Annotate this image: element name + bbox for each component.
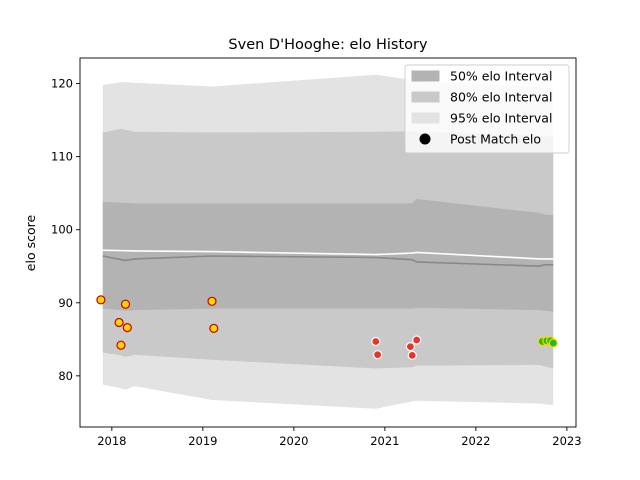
post-match-point	[373, 350, 383, 360]
plot-area	[96, 74, 558, 409]
post-match-point	[407, 350, 417, 360]
legend-swatch	[411, 112, 440, 124]
band-50	[102, 199, 554, 312]
x-tick-label: 2022	[461, 434, 490, 448]
post-match-point	[405, 342, 415, 352]
y-tick-label: 80	[58, 369, 73, 383]
plot-frame	[79, 57, 577, 428]
legend-label: 80% elo Interval	[450, 90, 552, 105]
y-tick-label: 110	[51, 150, 73, 164]
legend-label: Post Match elo	[450, 132, 541, 147]
post-match-point	[207, 296, 217, 306]
axes: 2018 2019 2020 2021 2022 2023 80 90 100 110 120	[51, 57, 582, 448]
post-match-point	[120, 299, 131, 309]
post-match-point	[371, 336, 381, 347]
y-tick-label: 90	[58, 296, 73, 310]
post-match-point	[548, 338, 558, 348]
median-line	[102, 255, 554, 268]
post-match-point	[122, 323, 132, 333]
x-tick-label: 2018	[97, 434, 126, 448]
y-tick-label: 120	[51, 77, 73, 91]
post-match-point	[412, 335, 422, 345]
legend-label: 50% elo Interval	[450, 69, 552, 84]
legend-marker	[419, 133, 431, 145]
x-tick-label: 2020	[279, 434, 308, 448]
y-tick-label: 100	[51, 223, 73, 237]
legend-label: 95% elo Interval	[450, 111, 552, 126]
x-tick-label: 2019	[188, 434, 217, 448]
x-tick-label: 2021	[370, 434, 399, 448]
chart-title: Sven D'Hooghe: elo History	[228, 37, 428, 53]
post-match-point	[209, 323, 219, 333]
y-axis-label: elo score	[23, 215, 38, 272]
mean-line	[102, 249, 554, 260]
post-match-point	[116, 340, 126, 350]
post-match-point	[96, 295, 106, 305]
x-tick-label: 2023	[552, 434, 581, 448]
legend-box	[404, 64, 570, 154]
legend-swatch	[411, 70, 440, 82]
legend-swatch	[411, 91, 440, 103]
legend: 50% elo Interval 80% elo Interval 95% elo …	[404, 64, 570, 154]
post-match-point	[114, 317, 124, 328]
